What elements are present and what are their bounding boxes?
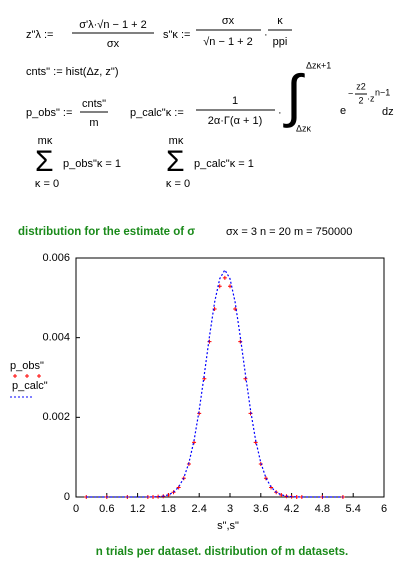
formula: dz <box>382 106 394 118</box>
marker <box>222 275 227 280</box>
formula: m <box>89 117 98 129</box>
formula: cnts" := hist(Δz, z") <box>26 66 118 78</box>
heading: distribution for the estimate of σ <box>18 226 195 238</box>
integral: ∫ <box>283 63 305 128</box>
y-tick-label: 0.004 <box>42 332 70 344</box>
formula: mκ <box>169 135 184 147</box>
formula: p_obs"κ = 1 <box>63 158 121 170</box>
sum-sign: Σ <box>166 145 185 178</box>
x-axis-label: s",s" <box>217 520 239 532</box>
y-tick-label: 0 <box>64 491 70 503</box>
formula: z2 <box>356 81 366 91</box>
x-tick-label: 1.8 <box>161 503 176 515</box>
x-tick-label: 3.6 <box>253 503 268 515</box>
x-tick-label: 4.2 <box>284 503 299 515</box>
x-tick-label: 3 <box>227 503 233 515</box>
x-tick-label: 6 <box>381 503 387 515</box>
marker <box>238 339 243 344</box>
marker <box>207 339 212 344</box>
marker <box>263 476 268 481</box>
x-tick-label: 1.2 <box>130 503 145 515</box>
marker <box>25 374 29 378</box>
formula: − <box>348 88 353 98</box>
formula: κ = 0 <box>166 178 190 190</box>
formula: s"κ := <box>163 29 190 41</box>
formula: 2α·Γ(α + 1) <box>208 115 263 127</box>
formula: z"λ := <box>26 29 53 41</box>
x-tick-label: 0 <box>73 503 79 515</box>
legend-label: p_calc" <box>12 380 48 392</box>
plot-frame <box>75 257 385 498</box>
x-tick-label: 5.4 <box>346 503 361 515</box>
formula: κ <box>277 15 283 27</box>
formula: p_obs" := <box>26 107 72 119</box>
y-tick-label: 0.002 <box>42 411 70 423</box>
formula: ppi <box>273 36 288 48</box>
legend-label: p_obs" <box>10 360 44 372</box>
formula: e <box>340 105 346 117</box>
sum-sign: Σ <box>35 145 54 178</box>
formula: √n − 1 + 2 <box>203 36 252 48</box>
formula: 1 <box>232 95 238 107</box>
formula: κ = 0 <box>35 178 59 190</box>
x-tick-label: 2.4 <box>192 503 207 515</box>
formula: 2 <box>358 95 363 105</box>
y-tick-label: 0.006 <box>42 252 70 264</box>
marker <box>37 374 41 378</box>
x-tick-label: 4.8 <box>315 503 330 515</box>
formula: mκ <box>38 135 53 147</box>
formula: σx <box>222 15 235 27</box>
marker <box>13 374 17 378</box>
formula: ·z <box>367 93 375 103</box>
formula: · <box>264 29 268 41</box>
formula: n−1 <box>375 87 390 97</box>
formula: cnts" <box>82 98 106 110</box>
series-line <box>86 268 343 498</box>
parameters: σx = 3 n = 20 m = 750000 <box>226 226 352 238</box>
formula: Δzκ+1 <box>306 60 331 70</box>
formula: p_calc"κ := <box>130 107 184 119</box>
formula: · <box>278 107 282 119</box>
footer: n trials per dataset. distribution of m … <box>96 546 348 558</box>
formula: σx <box>107 38 120 50</box>
marker <box>233 306 238 311</box>
formula: p_calc"κ = 1 <box>194 158 254 170</box>
x-tick-label: 0.6 <box>99 503 114 515</box>
formula: σ'λ·√n − 1 + 2 <box>79 19 147 31</box>
formula: Δzκ <box>296 123 312 133</box>
